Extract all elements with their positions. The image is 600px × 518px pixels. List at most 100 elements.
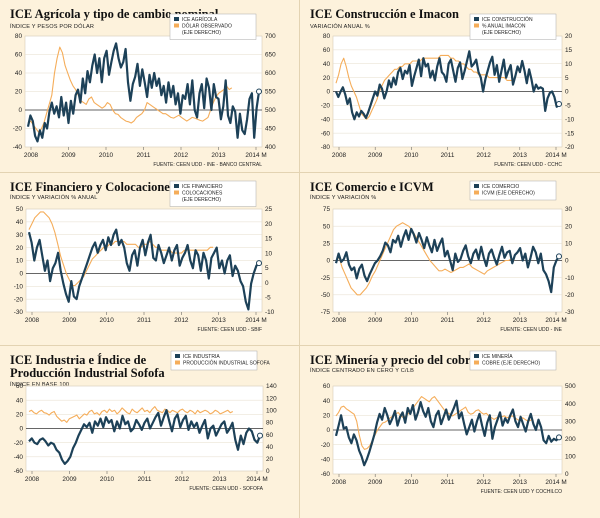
legend-label: (EJE DERECHO) [182,197,221,203]
y-tick-label: 20 [323,75,331,82]
y-tick-label: -75 [321,309,331,316]
y-tick-label: -20 [14,440,24,447]
legend-label: COBRE (EJE DERECHO) [482,361,540,367]
y-tick-label: -40 [13,144,23,151]
legend-label: ICVM (EJE DERECHO) [482,191,535,197]
ice-series-line [27,228,260,311]
y2-tick-label: -5 [565,103,571,110]
y2-tick-label: 650 [265,52,276,59]
y-tick-label: -30 [14,309,24,316]
y2-tick-label: -20 [565,144,575,151]
y2-tick-label: 20 [565,33,573,40]
last-value-marker [257,432,263,439]
y-tick-label: 20 [16,245,24,252]
y-tick-label: 50 [323,223,331,230]
y-tick-label: 40 [16,219,24,226]
x-tick-label: 2012 [477,152,492,159]
legend-swatch-ice [175,354,180,358]
legend-label: (EJE DERECHO) [182,30,221,36]
y2-tick-label: 0 [266,468,270,475]
x-tick-label: 2008 [25,476,40,483]
x-tick-label: 2008 [24,152,39,159]
y-tick-label: 0 [326,258,330,265]
x-tick-label: 2013 [513,479,528,486]
panel-ice-mineria: ICE Minería y precio del cobre ÍNDICE CE… [300,346,600,518]
y-tick-label: -40 [14,454,24,461]
y-tick-label: 20 [16,412,24,419]
y2-tick-label: 40 [266,444,274,451]
y-tick-label: -10 [14,283,24,290]
y-tick-label: -60 [321,130,331,137]
y-tick-label: 60 [323,383,331,390]
y2-tick-label: 100 [565,454,576,461]
y2-tick-label: 25 [265,206,273,213]
ice-series-line [334,50,560,121]
chart-ice-agricola: -40 -20 0 20 40 60 80 400 450 500 550 600 650 700 2008… [13,13,276,168]
chart-source: FUENTE: CEEN UDD - INE [500,327,562,333]
y-tick-label: 40 [323,61,331,68]
y2-tick-label: 120 [266,395,277,402]
x-tick-label: 2008 [332,317,347,324]
secondary-series-line [27,46,233,133]
legend-label: ICE AGRÍCOLA [182,16,218,23]
y-tick-label: 60 [15,52,23,59]
y-tick-label: -20 [13,126,23,133]
x-tick-label: 2012 [477,479,492,486]
x-tick-label: 2011 [137,317,151,324]
y2-tick-label: 30 [565,206,573,213]
x-tick-label: 2009 [368,152,383,159]
legend-swatch-secondary [474,23,479,28]
legend-swatch-ice [474,354,479,358]
x-tick-label: 2009 [368,317,383,324]
x-tick-label: 2010 [100,317,115,324]
x-tick-label: 2011 [441,152,455,159]
x-tick-label: 2010 [404,152,419,159]
y2-tick-label: 140 [266,383,277,390]
y2-tick-label: 700 [265,33,276,40]
last-value-marker [556,253,562,260]
legend-label: DÓLAR OBSERVADO [182,23,232,30]
y2-tick-label: 15 [565,47,573,54]
y-tick-label: 30 [16,232,24,239]
y2-tick-label: 10 [565,61,573,68]
y-tick-label: 10 [16,258,24,265]
legend-swatch-secondary [174,190,179,195]
y2-tick-label: 400 [565,401,576,408]
y2-tick-label: -10 [565,275,575,282]
y-tick-label: -60 [14,468,24,475]
y2-tick-label: 5 [565,75,569,82]
y2-tick-label: -15 [565,130,575,137]
x-tick-label: 2014 M [245,317,266,324]
chart-ice-comercio: -75 -50 -25 0 25 50 75 -30 -20 -10 0 10 20 30 2008 2009… [321,180,575,333]
x-tick-label: 2013 [211,152,226,159]
y2-tick-label: 10 [265,250,273,257]
x-tick-label: 2010 [404,479,419,486]
y-tick-label: -25 [321,275,331,282]
y2-tick-label: 0 [265,280,269,287]
chart-source: FUENTE: CEEN UDD Y COCHILCO [481,489,562,495]
y-tick-label: 80 [15,33,23,40]
y-tick-label: 20 [323,413,331,420]
y-tick-label: 0 [18,107,22,114]
legend-label: ICE MINERÍA [482,353,513,360]
y2-tick-label: 15 [265,236,273,243]
y2-tick-label: -5 [265,294,271,301]
chart-ice-mineria: -60 -40 -20 0 20 40 60 0 100 200 300 400 500 2008 2009… [321,350,576,495]
y-tick-label: -20 [321,442,331,449]
x-tick-label: 2008 [25,317,40,324]
horizontal-divider-1 [0,172,600,173]
legend-swatch-ice [474,184,479,188]
y-tick-label: 0 [19,271,23,278]
y-tick-label: -40 [321,457,331,464]
y-tick-label: -80 [321,144,331,151]
chart-source: FUENTE: CEEN UDD - SBIF [198,327,262,333]
y2-tick-label: 550 [265,89,276,96]
legend-swatch-secondary [474,190,479,195]
panel-ice-industria: ICE Industria e Índice de Producción Ind… [0,346,300,518]
legend-label: % ANUAL IMACON [482,24,526,30]
y-tick-label: 60 [323,47,331,54]
y-tick-label: -60 [321,471,331,478]
legend-swatch-ice [174,184,179,188]
last-value-marker [256,260,262,267]
x-tick-label: 2013 [212,476,227,483]
